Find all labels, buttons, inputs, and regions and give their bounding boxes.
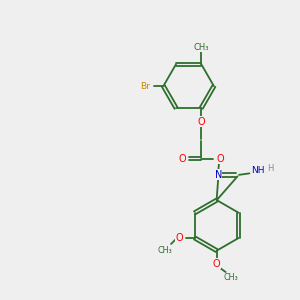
Text: N: N — [214, 170, 222, 180]
Text: O: O — [216, 154, 224, 164]
Text: H: H — [267, 164, 273, 172]
Text: O: O — [213, 259, 220, 269]
Text: Br: Br — [140, 82, 150, 91]
Text: O: O — [197, 117, 205, 127]
Text: CH₃: CH₃ — [194, 43, 209, 52]
Text: O: O — [175, 233, 183, 243]
Text: NH: NH — [252, 166, 265, 175]
Text: CH₃: CH₃ — [157, 246, 172, 255]
Text: CH₃: CH₃ — [223, 274, 238, 283]
Text: O: O — [178, 154, 186, 164]
